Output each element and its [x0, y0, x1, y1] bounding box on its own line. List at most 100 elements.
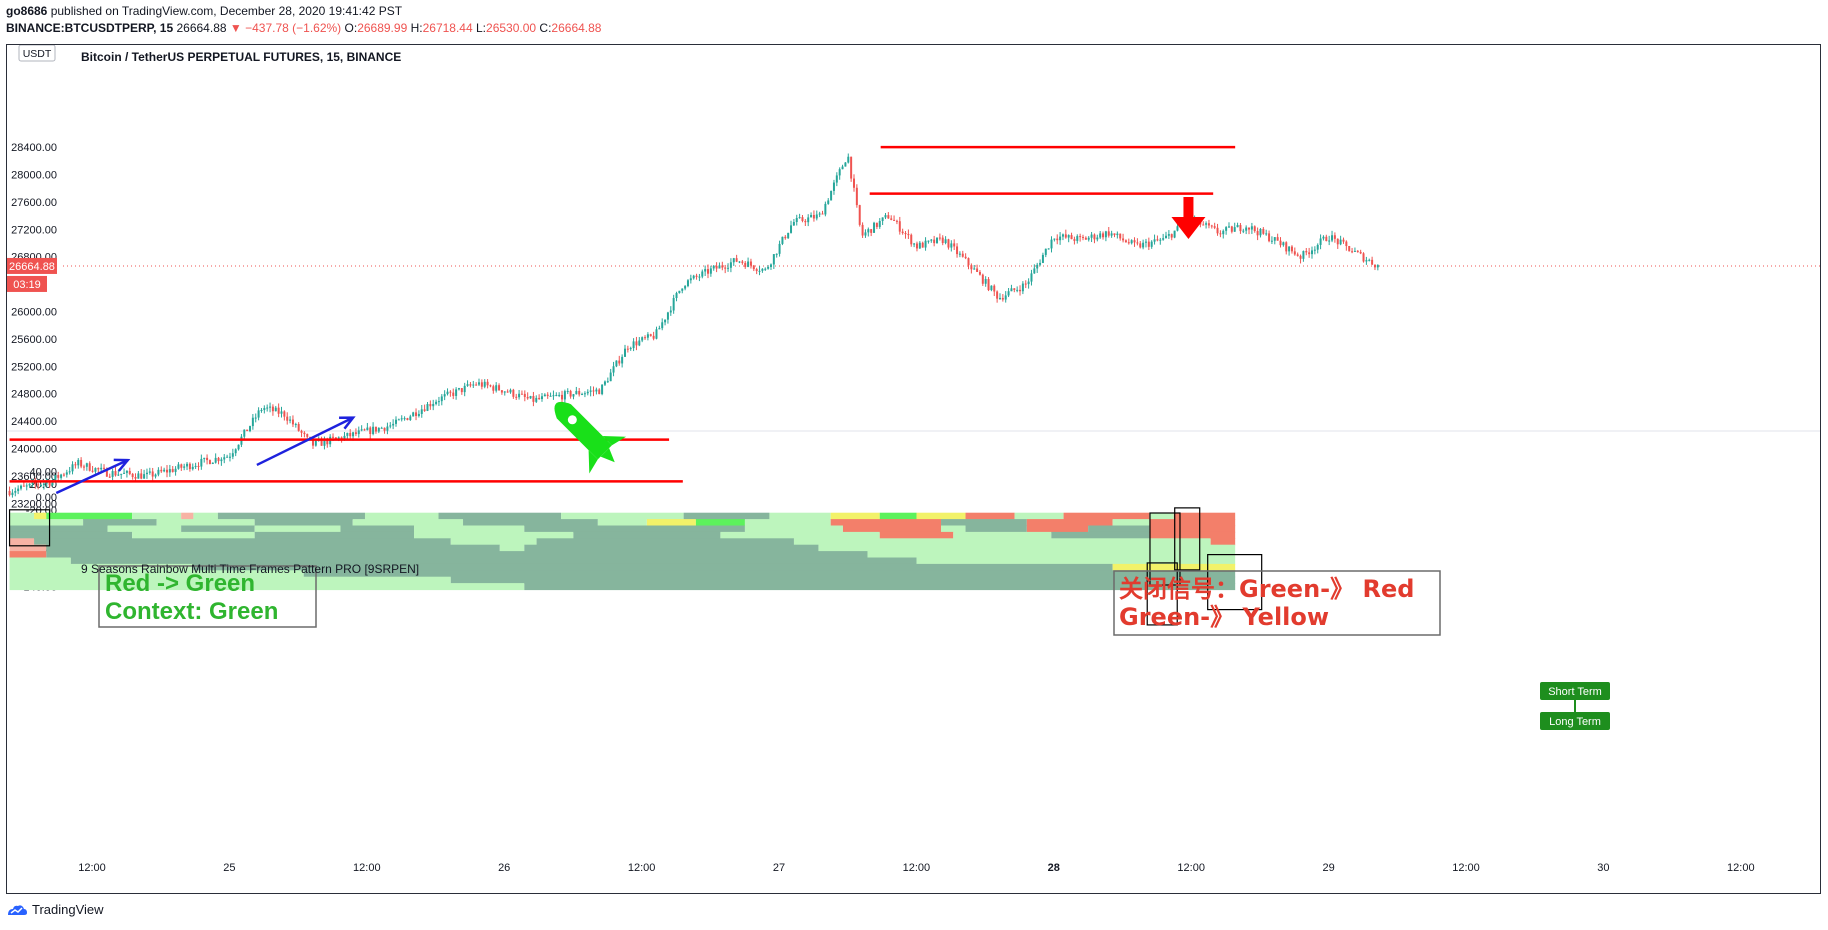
- heat-segment: [965, 512, 1015, 520]
- candle-body: [343, 435, 346, 440]
- footer-brand[interactable]: TradingView: [6, 902, 104, 917]
- candle-body: [835, 175, 838, 183]
- candle-body: [635, 341, 638, 346]
- heat-segment: [769, 512, 831, 520]
- candle-body: [1044, 248, 1047, 255]
- candle-body: [297, 424, 300, 431]
- candle-body: [443, 394, 446, 397]
- candle-body: [294, 424, 297, 426]
- long-term-button[interactable]: [1540, 712, 1610, 730]
- currency-badge[interactable]: [18, 45, 56, 62]
- candle-body: [289, 419, 292, 421]
- chart-canvas[interactable]: 28400.0028000.0027600.0027200.0026800.00…: [7, 45, 1820, 893]
- candle-body: [1316, 244, 1319, 250]
- heat-segment: [303, 570, 1236, 578]
- heat-segment: [1014, 512, 1064, 520]
- candle-body: [1165, 235, 1168, 239]
- short-term-label: Short Term: [1548, 686, 1602, 698]
- candle-body: [652, 335, 655, 339]
- heat-segment: [941, 519, 1027, 527]
- candle-body: [349, 432, 352, 437]
- candle-body: [807, 217, 810, 223]
- annotation-right-box[interactable]: [1113, 570, 1441, 636]
- candle-body: [712, 265, 715, 269]
- candle-body: [1136, 242, 1139, 244]
- highlight-box[interactable]: [8, 509, 51, 547]
- candle-body: [1073, 239, 1076, 241]
- chart-frame[interactable]: 28400.00 28000.00 27600.00 27200.00 26800.00…: [6, 44, 1821, 894]
- heat-segment: [1026, 519, 1113, 527]
- highlight-box[interactable]: [1207, 554, 1263, 611]
- candle-body: [875, 222, 878, 227]
- trend-arrow[interactable]: [256, 416, 354, 467]
- highlight-box[interactable]: [1146, 562, 1178, 626]
- candle-body: [37, 484, 40, 486]
- candle-body: [852, 178, 855, 188]
- candle-body: [1104, 231, 1107, 238]
- down-arrow-icon[interactable]: [1171, 196, 1206, 239]
- highlight-box[interactable]: [1149, 512, 1181, 586]
- candle-body: [1256, 231, 1259, 236]
- candle-body: [1144, 241, 1147, 243]
- candle-body: [563, 391, 566, 400]
- candle-body: [449, 391, 452, 393]
- candle-body: [1276, 237, 1279, 241]
- candle-body: [291, 419, 294, 425]
- heat-segment: [254, 525, 341, 533]
- candle-body: [546, 394, 549, 396]
- candle-body: [1359, 251, 1362, 254]
- candle-body: [1356, 250, 1359, 252]
- tradingview-logo-icon: [8, 904, 27, 915]
- candle-body: [1113, 233, 1116, 236]
- heat-segment: [879, 531, 954, 539]
- candle-body: [82, 466, 85, 468]
- candle-body: [695, 275, 698, 277]
- candle-body: [821, 213, 824, 215]
- candle-body: [558, 394, 561, 396]
- high-label: H:: [410, 21, 423, 35]
- candle-body: [881, 217, 884, 222]
- candle-body: [1067, 235, 1070, 238]
- candle-body: [1259, 228, 1262, 236]
- time-tick-label: 12:00: [1727, 862, 1755, 874]
- candle-body: [1239, 225, 1242, 232]
- candle-body: [778, 243, 781, 254]
- candle-body: [160, 469, 163, 472]
- candle-body: [208, 460, 211, 465]
- annotation-left-box[interactable]: [98, 565, 317, 628]
- highlight-box[interactable]: [1174, 507, 1201, 571]
- heat-segment: [1026, 525, 1089, 533]
- candle-body: [913, 243, 916, 245]
- candle-body: [223, 457, 226, 460]
- candle-body: [764, 268, 767, 270]
- candle-body: [664, 319, 667, 323]
- symbol-label: BINANCE:BTCUSDTPERP, 15: [6, 21, 174, 35]
- heat-segment: [46, 551, 868, 559]
- candle-body: [389, 425, 392, 427]
- timer-badge[interactable]: [7, 275, 47, 292]
- price-badge[interactable]: [7, 257, 57, 274]
- candle-body: [220, 459, 223, 462]
- trend-arrow[interactable]: [55, 459, 129, 495]
- candle-body: [578, 390, 581, 395]
- candle-body: [452, 392, 455, 396]
- publisher-name[interactable]: go8686: [6, 4, 48, 18]
- candle-body: [1236, 225, 1239, 228]
- rocket-icon[interactable]: [538, 385, 633, 480]
- candle-body: [54, 475, 57, 481]
- short-term-button[interactable]: [1540, 682, 1610, 700]
- candle-body: [944, 239, 947, 244]
- heat-segment: [524, 525, 745, 533]
- candle-body: [191, 466, 194, 470]
- heat-segment: [916, 557, 1236, 565]
- candle-body: [1147, 241, 1150, 247]
- candle-body: [25, 485, 28, 487]
- candle-body: [686, 280, 689, 287]
- open-value: 26689.99: [357, 21, 408, 35]
- candle-body: [1130, 240, 1133, 244]
- candle-body: [435, 401, 438, 404]
- candle-body: [503, 391, 506, 393]
- candle-body: [658, 328, 661, 330]
- candle-body: [1064, 234, 1067, 238]
- candle-body: [1059, 236, 1062, 241]
